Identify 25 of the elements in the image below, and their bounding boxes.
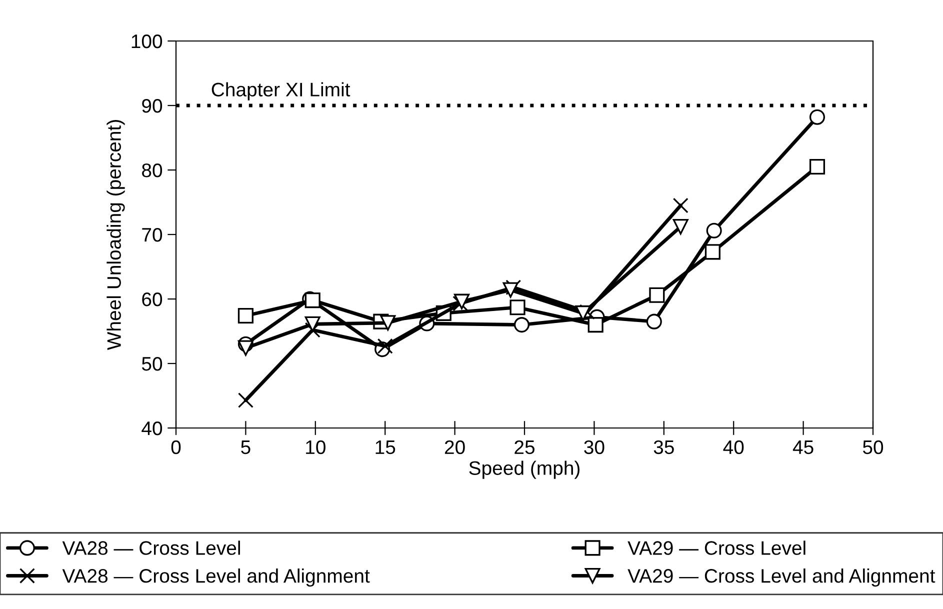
- x-tick-label: 15: [376, 440, 396, 454]
- legend-label: VA29 — Cross Level: [628, 540, 806, 555]
- y-tick-label: 80: [142, 163, 162, 178]
- legend-label: VA29 — Cross Level and Alignment: [628, 568, 936, 587]
- y-tick-label: 100: [132, 34, 162, 48]
- x-tick-label: 50: [862, 440, 884, 454]
- x-tick-label: 5: [241, 440, 250, 454]
- y-tick-label: 90: [142, 98, 162, 113]
- y-tick-label: 40: [142, 421, 162, 436]
- x-tick-label: 40: [723, 440, 744, 454]
- legend-label: VA28 — Cross Level and Alignment: [62, 568, 370, 587]
- x-tick-label: 45: [792, 440, 814, 454]
- legend-label: VA28 — Cross Level: [62, 540, 240, 555]
- x-tick-label: 20: [444, 440, 465, 454]
- y-axis-title: Wheel Unloading (percent): [106, 120, 125, 350]
- x-tick-label: 0: [171, 440, 181, 454]
- ref-line-label: Chapter XI Limit: [212, 82, 350, 100]
- y-tick-label: 70: [142, 228, 162, 242]
- x-tick-label: 25: [514, 440, 534, 454]
- x-tick-label: 35: [654, 440, 674, 454]
- y-tick-label: 60: [142, 292, 162, 306]
- x-tick-label: 30: [584, 440, 604, 454]
- x-tick-label: 10: [306, 440, 326, 454]
- y-tick-label: 50: [142, 356, 162, 371]
- x-axis-title: Speed (mph): [469, 460, 580, 479]
